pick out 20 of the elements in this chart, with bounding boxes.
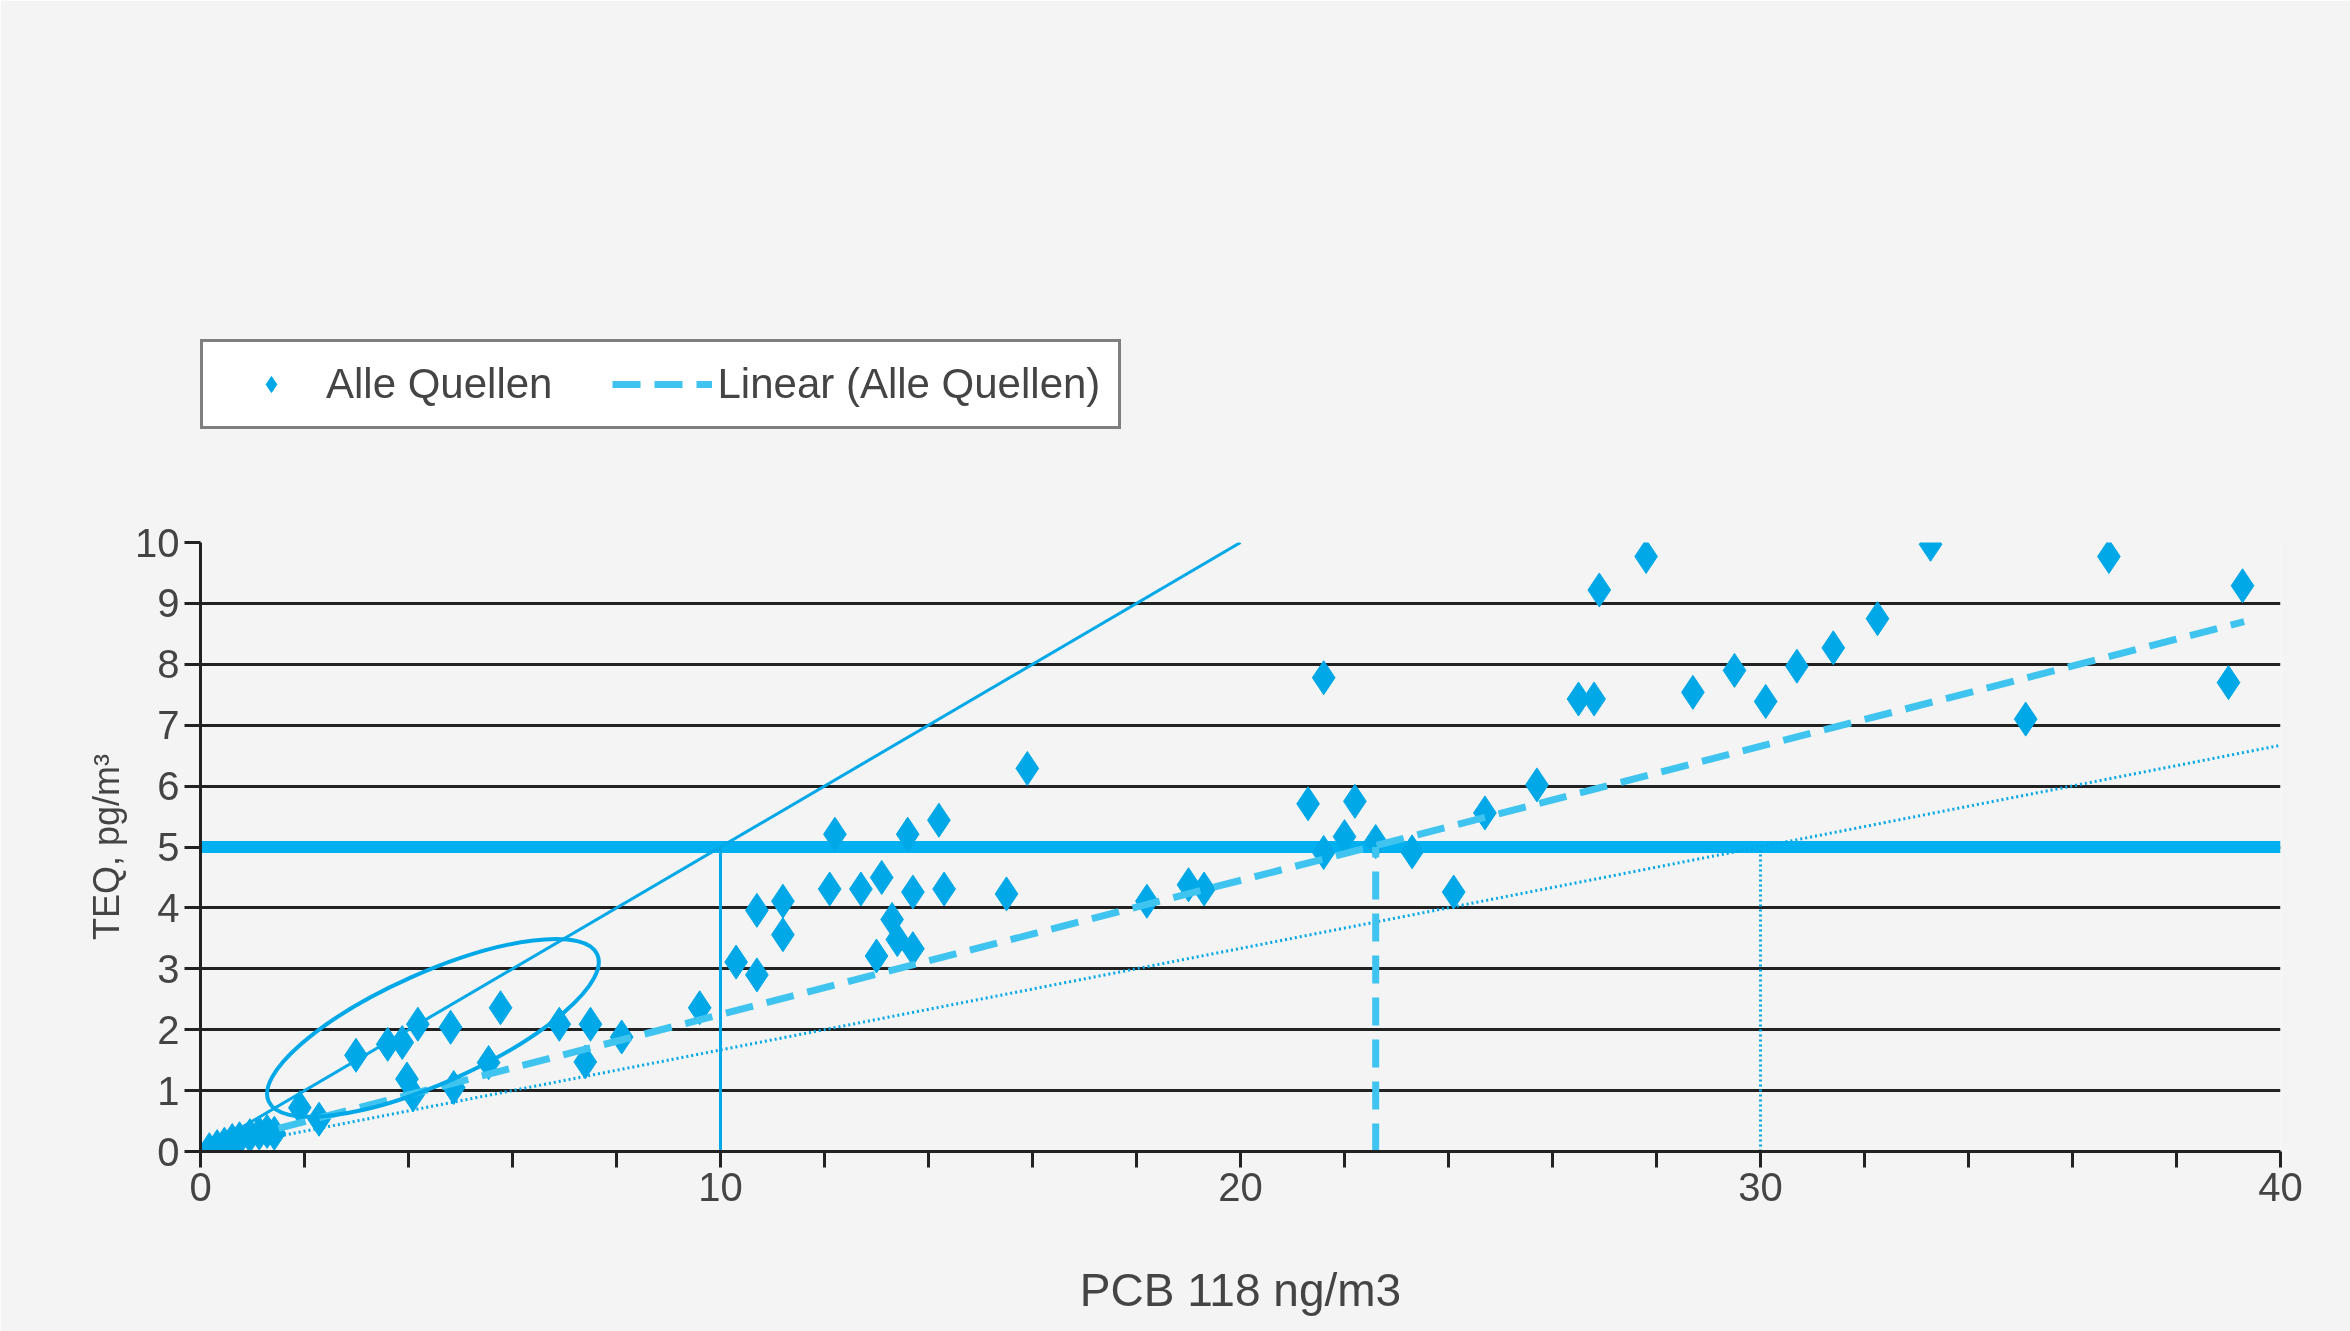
y-tick-label: 6 <box>157 764 180 809</box>
y-tick-label: 2 <box>157 1007 180 1052</box>
legend-label: Linear (Alle Quellen) <box>717 360 1101 408</box>
y-tick-label: 9 <box>157 581 180 626</box>
y-tick-label: 4 <box>157 885 180 930</box>
x-tick-label: 20 <box>1218 1164 1263 1209</box>
y-axis-title: TEQ, pg/m³ <box>86 753 128 941</box>
y-tick-label: 10 <box>135 520 180 565</box>
y-tick-label: 8 <box>157 642 180 687</box>
x-axis-title: PCB 118 ng/m3 <box>1079 1263 1402 1316</box>
y-tick-label: 1 <box>157 1068 180 1113</box>
x-tick-label: 10 <box>698 1164 743 1209</box>
y-tick-label: 0 <box>157 1129 180 1174</box>
y-tick-label: 3 <box>157 946 180 991</box>
x-tick-label: 40 <box>2258 1164 2303 1209</box>
y-tick-label: 5 <box>157 825 180 869</box>
x-tick-label: 30 <box>1738 1164 1783 1209</box>
legend-label: Alle Quellen <box>326 360 553 408</box>
x-tick-label: 0 <box>189 1164 212 1209</box>
y-tick-label: 7 <box>157 703 180 748</box>
